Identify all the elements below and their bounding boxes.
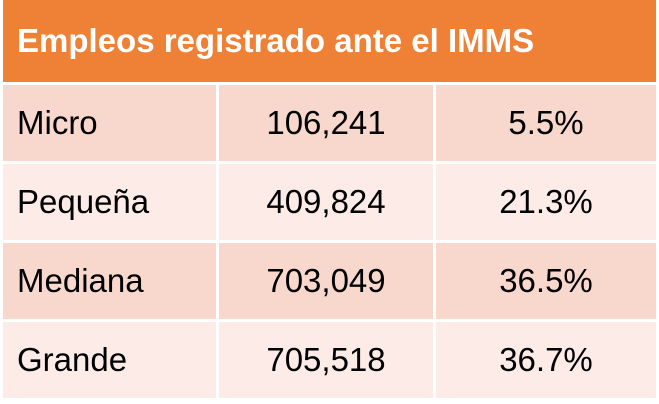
employment-count-cell: 703,049 (219, 243, 433, 319)
table-title: Empleos registrado ante el IMMS (3, 0, 656, 82)
table-row: Mediana 703,049 36.5% (3, 243, 656, 319)
percentage-cell: 5.5% (436, 85, 656, 161)
percentage-cell: 21.3% (436, 164, 656, 240)
table-row: Grande 705,518 36.7% (3, 322, 656, 398)
company-size-cell: Mediana (3, 243, 216, 319)
company-size-cell: Grande (3, 322, 216, 398)
employment-count-cell: 409,824 (219, 164, 433, 240)
employment-count-cell: 705,518 (219, 322, 433, 398)
employment-count-cell: 106,241 (219, 85, 433, 161)
percentage-cell: 36.5% (436, 243, 656, 319)
table-row: Pequeña 409,824 21.3% (3, 164, 656, 240)
company-size-cell: Micro (3, 85, 216, 161)
company-size-cell: Pequeña (3, 164, 216, 240)
percentage-cell: 36.7% (436, 322, 656, 398)
table-row: Micro 106,241 5.5% (3, 85, 656, 161)
